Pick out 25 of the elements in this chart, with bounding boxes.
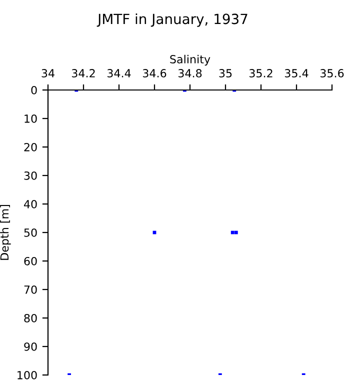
chart-title: JMTF in January, 1937: [96, 13, 248, 27]
y-tick-label: 10: [24, 114, 37, 123]
y-tick-label: 60: [24, 256, 37, 266]
x-tick-label: 34.8: [178, 69, 202, 78]
point: [234, 230, 238, 234]
x-tick-label: 35.4: [284, 69, 308, 78]
x-tick-label: 35: [219, 69, 232, 78]
y-tick-label: 100: [18, 370, 37, 380]
point: [230, 230, 234, 234]
y-axis-title: Depth [m]: [0, 205, 11, 260]
y-tick-label: 40: [24, 200, 37, 208]
x-tick-label: 34.4: [107, 69, 131, 78]
y-tick-label: 80: [24, 314, 37, 322]
y-tick-label: 90: [24, 342, 37, 351]
x-tick-label: 34.2: [72, 69, 95, 78]
x-tick-label: 34.6: [142, 69, 166, 78]
y-tick-label: 30: [24, 171, 37, 180]
x-tick-label: 34: [42, 69, 54, 78]
x-tick-label: 35.6: [320, 69, 344, 78]
y-tick-label: 0: [31, 86, 37, 94]
x-axis-title: Salinity: [170, 54, 210, 66]
x-tick-label: 35.2: [249, 69, 272, 78]
y-tick-label: 50: [24, 228, 37, 237]
y-tick-label: 70: [24, 285, 37, 294]
y-tick-label: 20: [24, 142, 37, 152]
